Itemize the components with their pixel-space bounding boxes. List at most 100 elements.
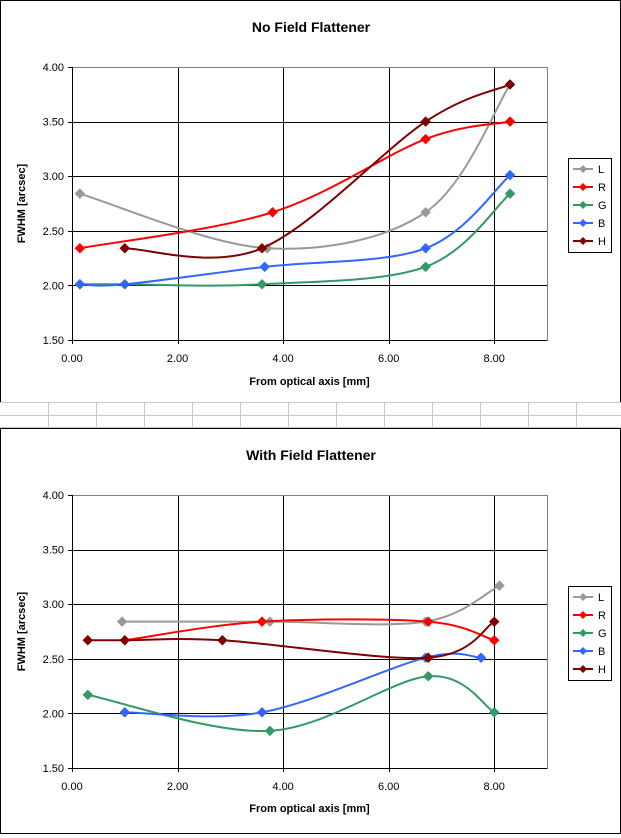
x-axis-label: From optical axis [mm] (249, 803, 370, 815)
data-point (259, 261, 270, 273)
data-point (422, 670, 434, 682)
data-point (488, 616, 500, 628)
data-point (119, 242, 131, 254)
series-R (74, 116, 516, 254)
legend-marker (579, 665, 587, 673)
y-tick-label: 2.50 (43, 654, 64, 666)
chart-title: With Field Flattener (246, 447, 376, 463)
legend-marker (579, 629, 587, 637)
data-point (119, 706, 131, 718)
x-tick-label: 6.00 (378, 781, 399, 793)
series-line (122, 584, 500, 626)
y-tick-label: 1.50 (43, 335, 64, 347)
legend-item: B (573, 646, 605, 658)
y-tick-label: 1.50 (43, 763, 64, 775)
y-tick-label: 2.00 (43, 708, 64, 720)
chart-title: No Field Flattener (252, 19, 371, 35)
series-B (74, 169, 516, 290)
x-tick-label: 0.00 (61, 353, 82, 365)
y-tick-label: 3.50 (43, 117, 64, 129)
data-point (420, 261, 431, 273)
series-line (124, 83, 511, 259)
data-point (420, 116, 431, 127)
data-point (256, 278, 268, 290)
data-point (119, 634, 131, 646)
series-H (119, 79, 516, 259)
legend-label: H (598, 236, 606, 248)
x-tick-label: 8.00 (484, 353, 505, 365)
legend-marker (579, 219, 587, 227)
data-point (504, 79, 516, 90)
data-point (74, 242, 86, 254)
series-line (79, 83, 511, 250)
y-axis-label: FWHM [arcsec] (16, 591, 28, 671)
data-point (74, 278, 86, 290)
y-tick-label: 3.00 (43, 599, 64, 611)
y-tick-label: 2.50 (43, 226, 64, 238)
plot-area (72, 67, 547, 340)
data-point (264, 725, 276, 737)
x-tick-label: 2.00 (167, 781, 188, 793)
data-point (256, 616, 268, 628)
data-point (82, 634, 94, 646)
legend-item: G (573, 628, 607, 640)
legend-item: H (573, 664, 606, 676)
y-tick-label: 4.00 (43, 62, 64, 74)
data-point (74, 188, 86, 200)
legend-item: H (573, 236, 606, 248)
data-point (267, 206, 278, 218)
x-tick-label: 8.00 (484, 781, 505, 793)
chart-with-field-flattener: With Field Flattener 1.50 2.00 2.50 3.00 3.50… (0, 428, 621, 834)
data-point (504, 188, 516, 200)
x-tick-label: 2.00 (167, 353, 188, 365)
y-tick-label: 2.00 (43, 280, 64, 292)
series-line (79, 120, 511, 250)
data-point (256, 242, 268, 254)
legend-marker (579, 593, 587, 601)
data-point (475, 652, 487, 664)
data-point (420, 242, 431, 254)
legend-marker (579, 611, 587, 619)
spreadsheet-gridlines (0, 402, 621, 428)
legend-label: H (598, 664, 606, 676)
data-point (488, 706, 500, 718)
x-tick-label: 6.00 (378, 353, 399, 365)
y-tick-label: 3.00 (43, 171, 64, 183)
y-axis-label: FWHM [arcsec] (16, 163, 28, 243)
plot-area (72, 495, 547, 768)
legend-item: L (573, 592, 604, 604)
y-tick-label: 3.50 (43, 545, 64, 557)
legend-item: G (573, 200, 607, 212)
x-tick-label: 4.00 (272, 781, 293, 793)
chart-2-svg: With Field Flattener 1.50 2.00 2.50 3.00 3.50… (16, 447, 612, 815)
data-point (504, 169, 516, 181)
data-point (82, 689, 94, 701)
data-point (422, 616, 434, 628)
legend-label: B (598, 218, 605, 230)
data-point (217, 634, 228, 646)
legend-marker (579, 237, 587, 245)
data-point (119, 278, 131, 290)
legend-item: R (573, 610, 606, 622)
x-tick-label: 4.00 (272, 353, 293, 365)
data-point (494, 580, 505, 591)
legend-item: L (573, 164, 604, 176)
data-point (256, 706, 268, 718)
data-point (422, 652, 434, 664)
data-point (420, 206, 431, 218)
legend-label: R (598, 182, 606, 194)
x-tick-label: 0.00 (61, 781, 82, 793)
spreadsheet-grid-strip (0, 402, 621, 428)
data-point (488, 634, 500, 646)
legend-item: B (573, 218, 605, 230)
data-point (420, 133, 431, 145)
data-point (116, 616, 128, 628)
legend-label: G (598, 628, 607, 640)
x-axis-label: From optical axis [mm] (249, 376, 370, 388)
legend-label: L (598, 164, 604, 176)
series-H (82, 616, 500, 664)
legend-marker (579, 647, 587, 655)
legend-marker (579, 165, 587, 173)
